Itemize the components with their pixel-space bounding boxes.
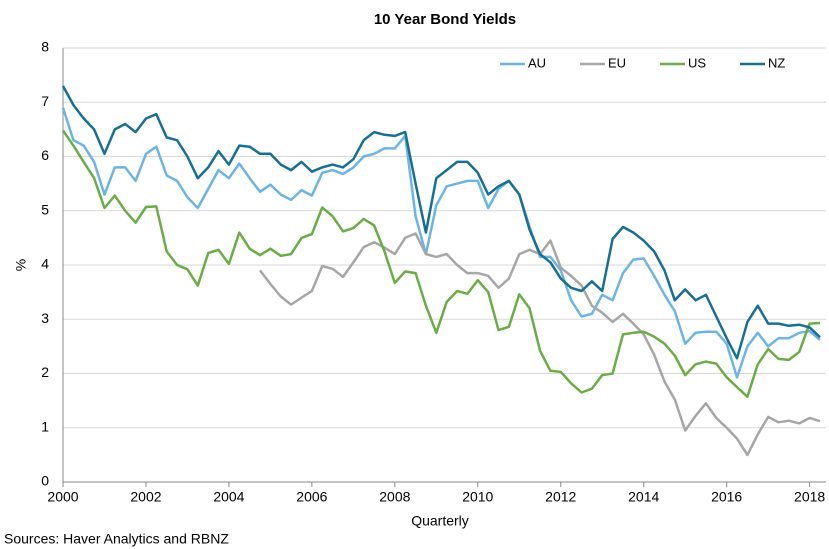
x-tick-label: 2012	[545, 489, 576, 505]
legend-label: NZ	[768, 55, 785, 70]
y-tick-label: 0	[41, 473, 49, 489]
x-tick-label: 2006	[296, 489, 327, 505]
series-line	[61, 129, 821, 399]
x-tick-label: 2000	[47, 489, 78, 505]
x-tick-label: 2014	[628, 489, 659, 505]
x-tick-label: 2016	[711, 489, 742, 505]
y-tick-label: 7	[41, 93, 49, 109]
legend-label: AU	[528, 55, 546, 70]
series-line	[61, 85, 821, 360]
y-tick-label: 3	[41, 310, 49, 326]
x-tick-label: 2010	[462, 489, 493, 505]
x-tick-label: 2008	[379, 489, 410, 505]
x-axis-label: Quarterly	[411, 513, 469, 529]
y-tick-label: 8	[41, 39, 49, 55]
legend-label: EU	[608, 55, 626, 70]
y-tick-label: 4	[41, 256, 49, 272]
y-axis-label: %	[13, 259, 29, 271]
series-line	[61, 107, 821, 379]
x-tick-label: 2004	[213, 489, 244, 505]
y-tick-label: 2	[41, 364, 49, 380]
y-tick-label: 1	[41, 418, 49, 434]
legend-label: US	[688, 55, 706, 70]
y-tick-label: 6	[41, 147, 49, 163]
series-line	[259, 232, 821, 457]
chart-title: 10 Year Bond Yields	[374, 11, 516, 28]
source-note: Sources: Haver Analytics and RBNZ	[4, 531, 229, 547]
x-tick-label: 2018	[794, 489, 825, 505]
y-tick-label: 5	[41, 201, 49, 217]
x-tick-label: 2002	[130, 489, 161, 505]
